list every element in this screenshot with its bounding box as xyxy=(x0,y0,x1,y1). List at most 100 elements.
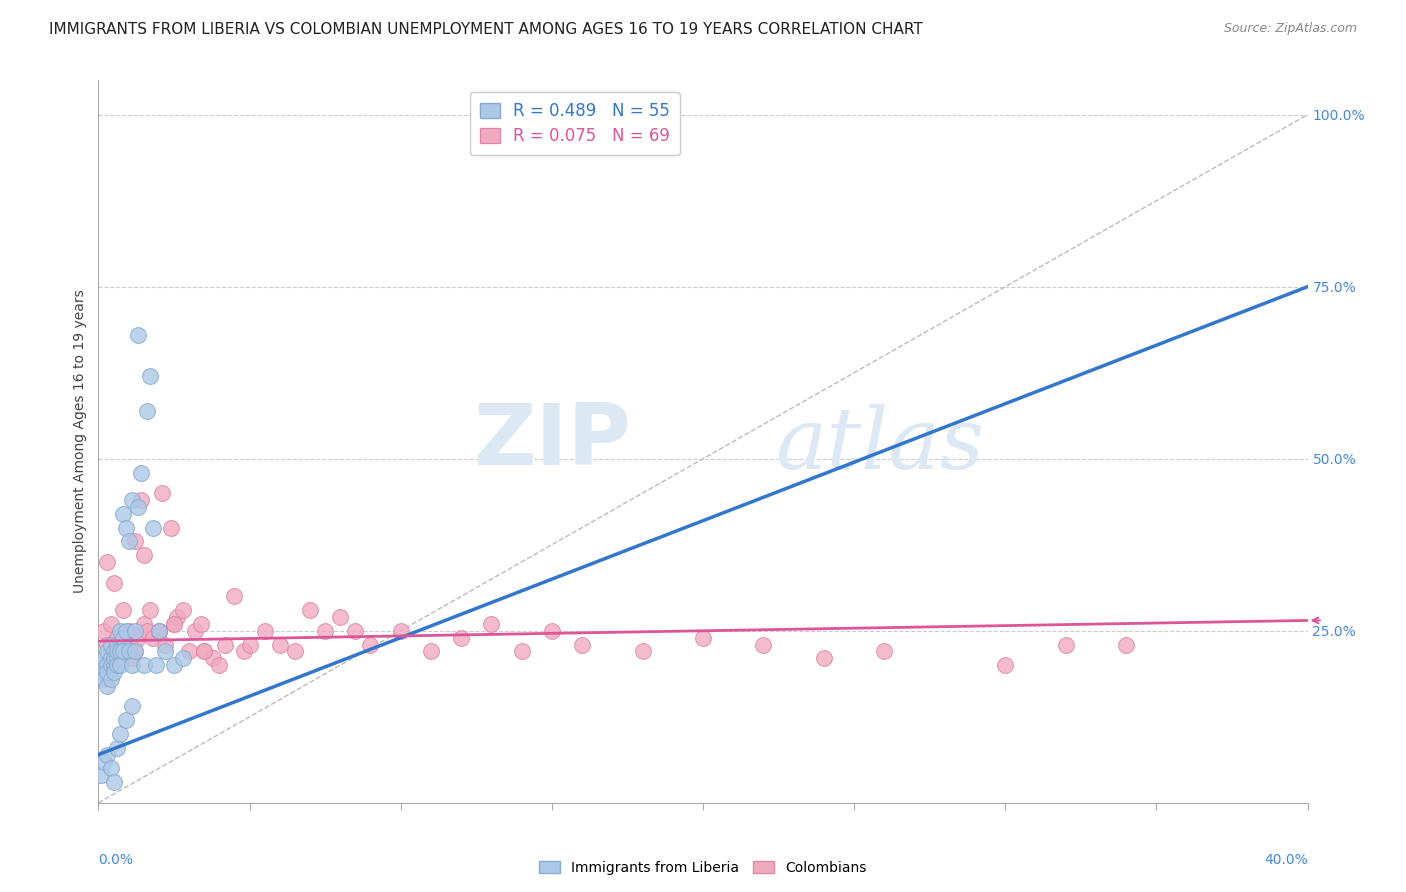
Text: Source: ZipAtlas.com: Source: ZipAtlas.com xyxy=(1223,22,1357,36)
Point xyxy=(114,520,136,534)
Point xyxy=(153,644,176,658)
Point xyxy=(103,651,125,665)
Point xyxy=(105,631,128,645)
Point xyxy=(93,651,115,665)
Point xyxy=(420,644,443,658)
Point xyxy=(111,603,134,617)
Point xyxy=(111,507,134,521)
Point xyxy=(111,631,134,645)
Point xyxy=(96,665,118,679)
Point xyxy=(148,624,170,638)
Point xyxy=(994,658,1017,673)
Point xyxy=(90,768,112,782)
Point xyxy=(118,638,141,652)
Point xyxy=(111,644,134,658)
Point xyxy=(224,590,246,604)
Point xyxy=(1115,638,1137,652)
Point xyxy=(96,658,118,673)
Point xyxy=(100,651,122,665)
Point xyxy=(450,631,472,645)
Point xyxy=(118,534,141,549)
Point xyxy=(1054,638,1077,652)
Point xyxy=(344,624,367,638)
Point xyxy=(111,651,134,665)
Point xyxy=(108,727,131,741)
Point xyxy=(148,624,170,638)
Point xyxy=(108,644,131,658)
Point xyxy=(127,631,149,645)
Point xyxy=(93,755,115,769)
Point xyxy=(193,644,215,658)
Text: atlas: atlas xyxy=(776,404,984,486)
Point xyxy=(127,327,149,342)
Point xyxy=(108,624,131,638)
Point xyxy=(90,658,112,673)
Point xyxy=(103,665,125,679)
Point xyxy=(166,610,188,624)
Point xyxy=(232,644,254,658)
Point xyxy=(105,651,128,665)
Legend: R = 0.489   N = 55, R = 0.075   N = 69: R = 0.489 N = 55, R = 0.075 N = 69 xyxy=(470,92,679,155)
Point xyxy=(631,644,654,658)
Point xyxy=(873,644,896,658)
Point xyxy=(121,651,143,665)
Point xyxy=(160,520,183,534)
Point xyxy=(103,775,125,789)
Point xyxy=(114,713,136,727)
Point xyxy=(193,644,215,658)
Point xyxy=(329,610,352,624)
Point xyxy=(163,658,186,673)
Point xyxy=(284,644,307,658)
Point xyxy=(139,369,162,384)
Point xyxy=(481,616,503,631)
Text: ZIP: ZIP xyxy=(472,400,630,483)
Point xyxy=(105,658,128,673)
Point xyxy=(127,500,149,514)
Point xyxy=(163,616,186,631)
Point xyxy=(108,644,131,658)
Point xyxy=(108,658,131,673)
Point xyxy=(100,658,122,673)
Point xyxy=(142,520,165,534)
Point xyxy=(540,624,562,638)
Point xyxy=(190,616,212,631)
Point xyxy=(813,651,835,665)
Point xyxy=(100,638,122,652)
Point xyxy=(114,624,136,638)
Point xyxy=(96,638,118,652)
Point xyxy=(163,616,186,631)
Text: IMMIGRANTS FROM LIBERIA VS COLOMBIAN UNEMPLOYMENT AMONG AGES 16 TO 19 YEARS CORR: IMMIGRANTS FROM LIBERIA VS COLOMBIAN UNE… xyxy=(49,22,922,37)
Point xyxy=(148,624,170,638)
Point xyxy=(121,699,143,714)
Point xyxy=(314,624,336,638)
Point xyxy=(103,644,125,658)
Point xyxy=(139,603,162,617)
Point xyxy=(105,638,128,652)
Point xyxy=(103,658,125,673)
Text: 0.0%: 0.0% xyxy=(98,854,134,867)
Point xyxy=(389,624,412,638)
Point xyxy=(153,638,176,652)
Point xyxy=(184,624,207,638)
Point xyxy=(360,638,382,652)
Point xyxy=(179,644,201,658)
Point xyxy=(103,644,125,658)
Point xyxy=(114,644,136,658)
Point xyxy=(96,555,118,569)
Point xyxy=(145,658,167,673)
Point xyxy=(124,644,146,658)
Point xyxy=(269,638,291,652)
Point xyxy=(124,644,146,658)
Point xyxy=(118,644,141,658)
Point xyxy=(111,631,134,645)
Point xyxy=(299,603,322,617)
Point xyxy=(135,624,157,638)
Point xyxy=(510,644,533,658)
Point xyxy=(142,631,165,645)
Text: 40.0%: 40.0% xyxy=(1264,854,1308,867)
Point xyxy=(202,651,225,665)
Point xyxy=(239,638,262,652)
Point xyxy=(105,644,128,658)
Point xyxy=(132,616,155,631)
Point xyxy=(105,740,128,755)
